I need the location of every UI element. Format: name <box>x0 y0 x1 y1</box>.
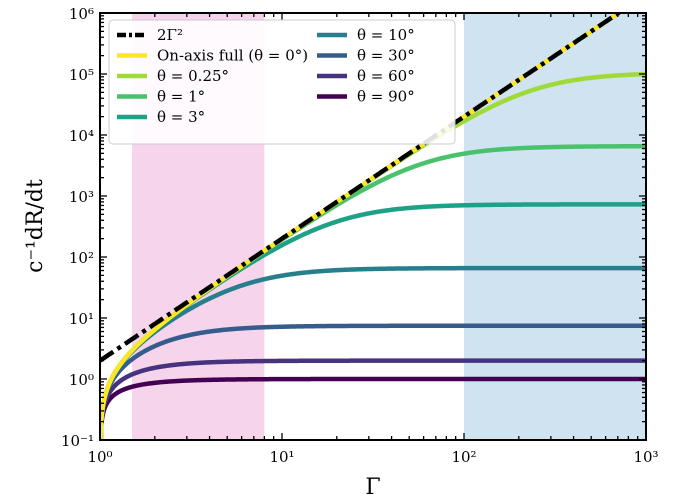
series-line-theta-10 <box>100 265 646 440</box>
y-tick-label-1: 10⁰ <box>69 371 94 389</box>
legend-label-5: θ = 10° <box>357 26 415 44</box>
x-tick-label-3: 10³ <box>633 448 658 466</box>
y-tick-label-7: 10⁶ <box>69 5 94 23</box>
series-line-theta-90 <box>100 376 646 440</box>
x-axis-label: Γ <box>365 475 380 500</box>
y-tick-label-0: 10⁻¹ <box>61 432 94 450</box>
legend-label-6: θ = 30° <box>357 47 415 65</box>
legend-label-0: 2Γ² <box>157 26 183 44</box>
legend-label-2: θ = 0.25° <box>157 67 229 85</box>
series-line-theta-60 <box>100 358 646 440</box>
legend-label-7: θ = 60° <box>357 67 415 85</box>
legend-label-4: θ = 3° <box>157 108 205 126</box>
legend-label-1: On-axis full (θ = 0°) <box>157 47 308 65</box>
y-axis-label: c⁻¹dR/dt <box>23 179 48 273</box>
legend-label-8: θ = 90° <box>357 88 415 106</box>
legend: 2Γ² On-axis full (θ = 0°) θ = 0.25° θ = 1° θ… <box>108 19 456 145</box>
x-tick-label-1: 10¹ <box>269 448 294 466</box>
legend-box <box>108 19 456 145</box>
plot-frame <box>99 12 647 441</box>
y-tick-label-2: 10¹ <box>69 310 94 328</box>
x-tick-label-0: 10⁰ <box>87 448 112 466</box>
data-curves <box>100 13 646 440</box>
series-line-theta-30 <box>100 323 646 440</box>
legend-label-3: θ = 1° <box>157 88 205 106</box>
y-tick-label-3: 10² <box>69 249 94 267</box>
x-tick-label-2: 10² <box>451 448 476 466</box>
y-tick-label-5: 10⁴ <box>69 127 94 145</box>
series-line-2gamma2 <box>100 13 623 363</box>
y-tick-label-6: 10⁵ <box>69 66 94 84</box>
y-tick-label-4: 10³ <box>69 188 94 206</box>
